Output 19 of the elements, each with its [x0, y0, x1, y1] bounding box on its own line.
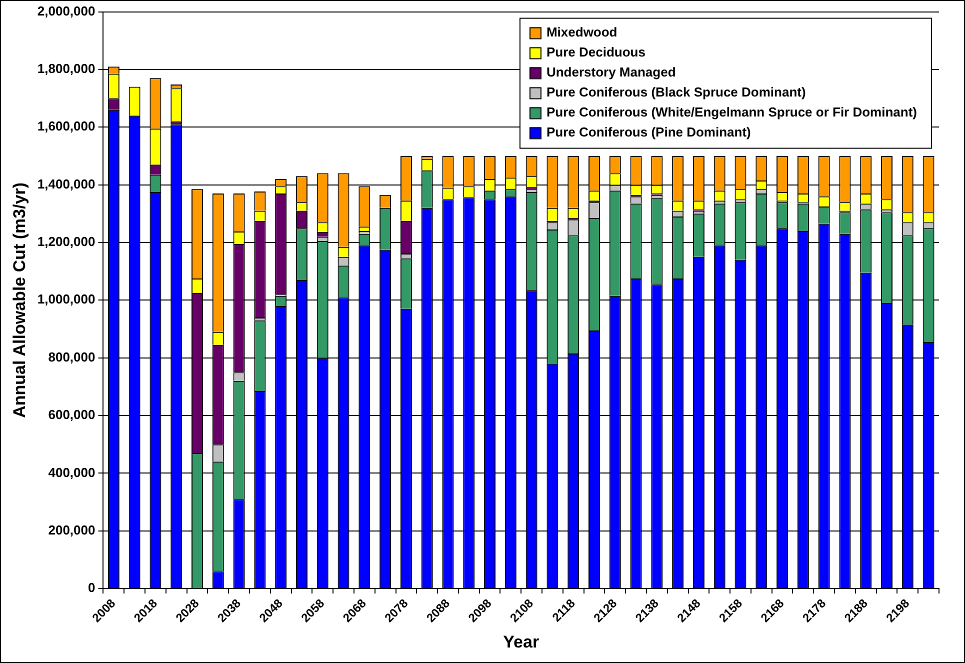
y-tick-label: 2,000,000 [37, 3, 96, 18]
y-tick-label: 600,000 [48, 407, 96, 422]
x-axis-title: Year [503, 632, 540, 652]
y-tick-label: 200,000 [48, 522, 96, 538]
legend-label: Pure Coniferous (Pine Dominant) [546, 124, 751, 140]
y-tick-label: 1,200,000 [37, 234, 96, 250]
legend-label: Understory Managed [546, 64, 676, 80]
y-tick-label: 800,000 [48, 349, 96, 364]
legend-label: Pure Deciduous [546, 44, 646, 60]
legend-label: Mixedwood [546, 24, 618, 40]
legend-label: Pure Coniferous (White/Engelmann Spruce or Fir Dominant) [546, 104, 918, 120]
y-axis-title: Annual Allowable Cut (m3/yr) [10, 182, 29, 418]
legend-label: Pure Coniferous (Black Spruce Dominant) [546, 84, 806, 100]
y-tick-label: 1,000,000 [37, 292, 96, 307]
y-tick-label: 400,000 [48, 464, 96, 480]
y-tick-label: 0 [88, 580, 96, 596]
y-tick-label: 1,800,000 [37, 61, 96, 76]
y-tick-label: 1,600,000 [37, 118, 96, 134]
y-tick-label: 1,400,000 [37, 176, 96, 192]
